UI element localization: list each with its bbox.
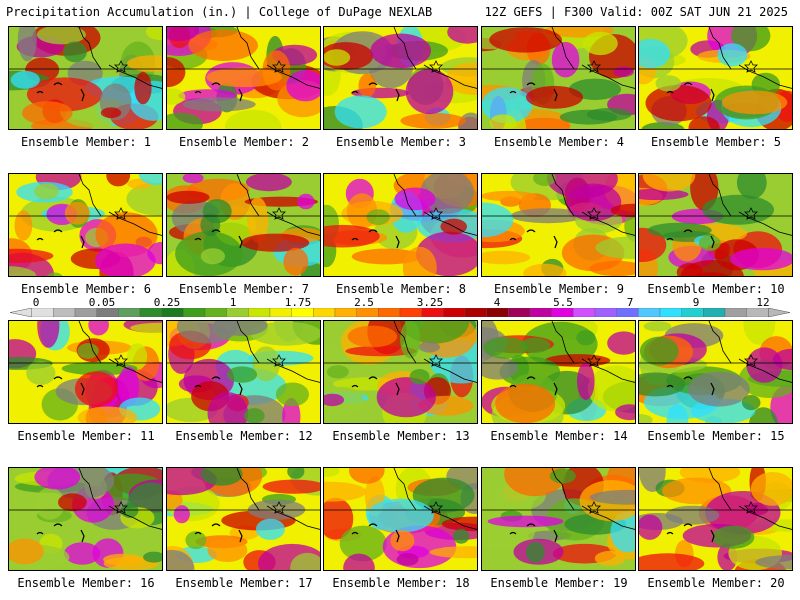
precip-map	[324, 468, 477, 570]
scale-tick-label: 2.5	[354, 296, 374, 309]
precip-map	[324, 27, 477, 129]
scale-tick-label: 0.25	[153, 296, 181, 309]
ensemble-member-label: Ensemble Member: 7	[178, 282, 310, 296]
precip-map	[482, 321, 635, 423]
ensemble-member-panel-7	[166, 173, 321, 277]
ensemble-member-label: Ensemble Member: 12	[175, 429, 313, 443]
ensemble-member-panel-20	[638, 467, 793, 571]
precip-map	[167, 468, 320, 570]
ensemble-member-panel-1	[8, 26, 163, 130]
precip-map	[167, 174, 320, 276]
ensemble-member-label: Ensemble Member: 3	[335, 135, 467, 149]
scale-tick-label: 0.05	[88, 296, 116, 309]
precip-map	[639, 27, 792, 129]
precip-map	[639, 321, 792, 423]
ensemble-member-panel-13	[323, 320, 478, 424]
ensemble-member-panel-9	[481, 173, 636, 277]
ensemble-member-label: Ensemble Member: 9	[493, 282, 625, 296]
scale-tick-label: 1.75	[284, 296, 312, 309]
scale-tick-label: 0	[32, 296, 40, 309]
precip-map	[9, 174, 162, 276]
map-title: Precipitation Accumulation (in.) | Colle…	[6, 5, 433, 19]
ensemble-member-label: Ensemble Member: 2	[178, 135, 310, 149]
ensemble-member-panel-18	[323, 467, 478, 571]
precip-map	[167, 321, 320, 423]
color-scale-legend: 0 0.05 0.25 1 1.75 2.5 3.25 4 5.5 7 9 12	[0, 296, 800, 319]
precip-map	[482, 174, 635, 276]
ensemble-member-panel-6	[8, 173, 163, 277]
scale-tick-label: 9	[692, 296, 700, 309]
ensemble-member-label: Ensemble Member: 1	[20, 135, 152, 149]
precip-map	[167, 27, 320, 129]
ensemble-member-panel-17	[166, 467, 321, 571]
ensemble-member-label: Ensemble Member: 5	[650, 135, 782, 149]
ensemble-member-panel-3	[323, 26, 478, 130]
ensemble-member-panel-15	[638, 320, 793, 424]
ensemble-member-panel-14	[481, 320, 636, 424]
ensemble-member-label: Ensemble Member: 19	[490, 576, 628, 590]
precip-map	[324, 174, 477, 276]
scale-tick-label: 4	[493, 296, 501, 309]
ensemble-member-panel-2	[166, 26, 321, 130]
ensemble-member-panel-16	[8, 467, 163, 571]
precip-map	[9, 27, 162, 129]
ensemble-member-label: Ensemble Member: 15	[647, 429, 785, 443]
ensemble-member-panel-4	[481, 26, 636, 130]
precip-map	[482, 468, 635, 570]
ensemble-member-label: Ensemble Member: 13	[332, 429, 470, 443]
model-valid-time: 12Z GEFS | F300 Valid: 00Z SAT JUN 21 20…	[484, 5, 788, 19]
precip-map	[324, 321, 477, 423]
precip-map	[9, 321, 162, 423]
ensemble-member-label: Ensemble Member: 10	[647, 282, 785, 296]
precip-map	[9, 468, 162, 570]
ensemble-member-label: Ensemble Member: 16	[17, 576, 155, 590]
scale-tick-label: 1	[229, 296, 237, 309]
precip-map	[482, 27, 635, 129]
scale-tick-label: 5.5	[553, 296, 573, 309]
color-scale-bar	[10, 308, 790, 317]
scale-tick-label: 12	[756, 296, 770, 309]
ensemble-member-panel-11	[8, 320, 163, 424]
ensemble-member-panel-10	[638, 173, 793, 277]
ensemble-member-label: Ensemble Member: 6	[20, 282, 152, 296]
ensemble-member-label: Ensemble Member: 8	[335, 282, 467, 296]
precip-map	[639, 174, 792, 276]
ensemble-member-panel-5	[638, 26, 793, 130]
ensemble-member-panel-8	[323, 173, 478, 277]
scale-tick-label: 3.25	[416, 296, 444, 309]
scale-tick-label: 7	[626, 296, 634, 309]
precip-map	[639, 468, 792, 570]
ensemble-member-label: Ensemble Member: 17	[175, 576, 313, 590]
ensemble-member-label: Ensemble Member: 4	[493, 135, 625, 149]
ensemble-member-label: Ensemble Member: 18	[332, 576, 470, 590]
ensemble-member-label: Ensemble Member: 11	[17, 429, 155, 443]
ensemble-member-label: Ensemble Member: 20	[647, 576, 785, 590]
ensemble-member-panel-19	[481, 467, 636, 571]
ensemble-member-panel-12	[166, 320, 321, 424]
ensemble-member-label: Ensemble Member: 14	[490, 429, 628, 443]
